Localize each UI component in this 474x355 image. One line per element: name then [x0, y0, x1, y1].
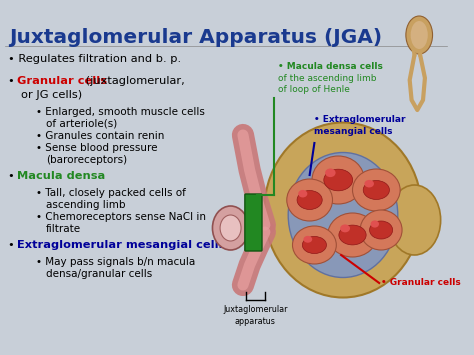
Text: mesangial cells: mesangial cells: [314, 127, 393, 136]
Text: • Sense blood pressure: • Sense blood pressure: [36, 143, 158, 153]
Text: of loop of Henle: of loop of Henle: [278, 85, 350, 94]
Text: ascending limb: ascending limb: [46, 200, 125, 210]
Ellipse shape: [298, 190, 307, 197]
Text: • Regulates filtration and b. p.: • Regulates filtration and b. p.: [8, 54, 181, 64]
Ellipse shape: [340, 224, 350, 233]
Ellipse shape: [388, 185, 441, 255]
Ellipse shape: [324, 169, 353, 191]
Text: • May pass signals b/n macula: • May pass signals b/n macula: [36, 257, 195, 267]
Ellipse shape: [328, 213, 377, 257]
Text: Juxtaglomerular: Juxtaglomerular: [223, 305, 288, 314]
Ellipse shape: [363, 181, 390, 200]
Text: • Granular cells: • Granular cells: [381, 278, 461, 287]
Text: Extraglomerular mesangial cells: Extraglomerular mesangial cells: [17, 240, 226, 250]
Ellipse shape: [302, 236, 327, 253]
Ellipse shape: [360, 210, 402, 250]
FancyBboxPatch shape: [245, 194, 262, 251]
Ellipse shape: [264, 122, 421, 297]
Text: Macula densa: Macula densa: [17, 171, 105, 181]
Ellipse shape: [370, 221, 392, 239]
Text: densa/granular cells: densa/granular cells: [46, 269, 152, 279]
Ellipse shape: [220, 215, 241, 241]
Ellipse shape: [287, 179, 332, 221]
Ellipse shape: [312, 156, 365, 204]
Ellipse shape: [292, 226, 337, 264]
Text: (baroreceptors): (baroreceptors): [46, 155, 127, 165]
Text: • Macula densa cells: • Macula densa cells: [278, 62, 383, 71]
Text: filtrate: filtrate: [46, 224, 81, 234]
Text: • Granules contain renin: • Granules contain renin: [36, 131, 164, 141]
Text: of the ascending limb: of the ascending limb: [278, 74, 377, 83]
Ellipse shape: [288, 153, 398, 278]
Ellipse shape: [325, 169, 336, 177]
FancyBboxPatch shape: [0, 0, 452, 355]
Text: • Chemoreceptors sense NaCl in: • Chemoreceptors sense NaCl in: [36, 212, 206, 222]
Ellipse shape: [212, 206, 249, 250]
Ellipse shape: [365, 180, 374, 187]
Text: •: •: [8, 171, 18, 181]
Ellipse shape: [297, 191, 322, 209]
Text: of arteriole(s): of arteriole(s): [46, 119, 117, 129]
Ellipse shape: [371, 220, 379, 228]
Ellipse shape: [406, 16, 433, 54]
Text: • Extraglomerular: • Extraglomerular: [314, 115, 406, 124]
Text: or JG cells): or JG cells): [21, 90, 82, 100]
Ellipse shape: [303, 236, 312, 243]
Ellipse shape: [339, 225, 366, 245]
Text: • Tall, closely packed cells of: • Tall, closely packed cells of: [36, 188, 186, 198]
Text: •: •: [8, 76, 18, 86]
Text: (juxtaglomerular,: (juxtaglomerular,: [82, 76, 185, 86]
Ellipse shape: [353, 169, 400, 211]
Text: •: •: [8, 240, 18, 250]
Text: Juxtaglomerular Apparatus (JGA): Juxtaglomerular Apparatus (JGA): [9, 28, 383, 47]
Text: Granular cells: Granular cells: [17, 76, 107, 86]
Ellipse shape: [410, 21, 428, 49]
Text: • Enlarged, smooth muscle cells: • Enlarged, smooth muscle cells: [36, 107, 205, 117]
Text: apparatus: apparatus: [235, 317, 276, 326]
